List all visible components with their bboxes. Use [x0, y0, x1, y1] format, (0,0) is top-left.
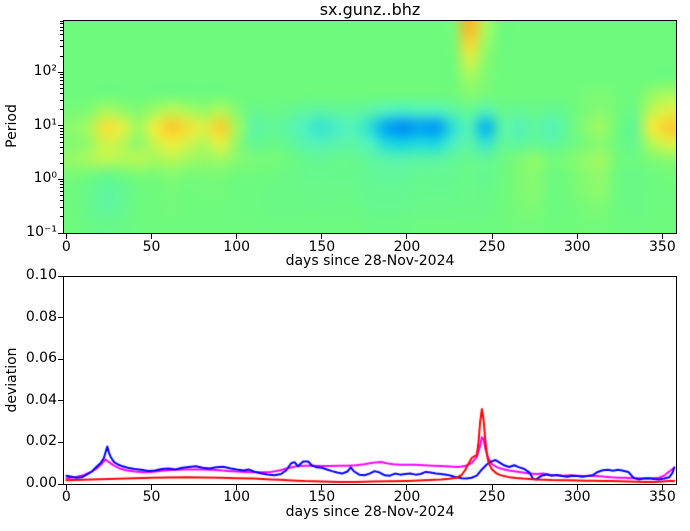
y-tick-label: 0.10 [25, 267, 57, 283]
x-tick [65, 485, 67, 490]
y-tick [58, 275, 63, 277]
y-minor-tick [60, 200, 63, 202]
x-tick-label: 350 [649, 239, 676, 255]
y-tick [58, 358, 63, 360]
y-minor-tick [60, 127, 63, 129]
x-tick [576, 234, 578, 239]
y-minor-tick [60, 181, 63, 183]
y-minor-tick [60, 190, 63, 192]
y-minor-tick [60, 162, 63, 164]
x-tick-label: 350 [649, 489, 676, 505]
chart-title: sx.gunz..bhz [319, 0, 421, 19]
y-minor-tick [60, 23, 63, 25]
y-tick-label: 10⁰ [33, 170, 57, 187]
x-tick [321, 485, 323, 490]
x-tick-label: 250 [478, 489, 506, 505]
y-tick [58, 483, 63, 485]
x-tick-label: 100 [223, 489, 251, 505]
line-chart-canvas [64, 277, 676, 484]
x-tick [491, 234, 493, 239]
x-tick [321, 234, 323, 239]
bottom-axes-frame [63, 276, 677, 485]
y-tick-label: 0.06 [25, 350, 57, 367]
x-tick-label: 100 [223, 239, 251, 255]
y-tick-label: 0.00 [25, 475, 57, 491]
y-minor-tick [60, 80, 63, 82]
y-minor-tick [60, 30, 63, 32]
y-tick-label: 10⁻¹ [26, 224, 57, 240]
y-minor-tick [60, 87, 63, 89]
y-tick [58, 317, 63, 319]
x-tick [151, 234, 153, 239]
y-minor-tick [60, 99, 63, 101]
x-tick [406, 485, 408, 490]
y-tick [58, 71, 63, 73]
x-tick [406, 234, 408, 239]
x-tick [491, 485, 493, 490]
y-minor-tick [60, 26, 63, 28]
y-tick-label: 0.08 [25, 308, 57, 325]
x-axis-label-bottom: days since 28-Nov-2024 [285, 504, 455, 520]
heatmap-canvas [64, 21, 676, 233]
y-tick [58, 441, 63, 443]
y-minor-tick [60, 137, 63, 139]
y-minor-tick [60, 93, 63, 95]
top-axes-frame [63, 20, 677, 234]
y-minor-tick [60, 34, 63, 36]
x-tick [236, 485, 238, 490]
x-tick-label: 300 [563, 489, 591, 505]
y-minor-tick [60, 133, 63, 135]
y-minor-tick [60, 146, 63, 148]
x-tick-label: 150 [308, 239, 336, 255]
x-tick [65, 234, 67, 239]
y-tick [58, 178, 63, 180]
x-tick-label: 0 [61, 489, 71, 505]
y-minor-tick [60, 195, 63, 197]
x-tick-label: 0 [61, 239, 71, 255]
y-minor-tick [60, 39, 63, 41]
y-minor-tick [60, 206, 63, 208]
y-minor-tick [60, 184, 63, 186]
y-minor-tick [60, 77, 63, 79]
y-minor-tick [60, 83, 63, 85]
y-minor-tick [60, 130, 63, 132]
y-minor-tick [60, 216, 63, 218]
y-tick [58, 400, 63, 402]
y-tick [58, 232, 63, 234]
x-axis-label-top: days since 28-Nov-2024 [285, 253, 455, 269]
y-minor-tick [60, 46, 63, 48]
y-minor-tick [60, 55, 63, 57]
y-minor-tick [60, 187, 63, 189]
x-tick-label: 50 [142, 489, 161, 505]
x-tick [661, 234, 663, 239]
y-tick-label: 0.04 [25, 391, 57, 408]
y-tick-label: 10² [33, 63, 57, 80]
y-minor-tick [60, 74, 63, 76]
x-tick-label: 200 [393, 239, 421, 255]
x-tick-label: 50 [142, 239, 161, 255]
y-tick-label: 10¹ [33, 116, 57, 133]
x-tick-label: 250 [478, 239, 506, 255]
y-minor-tick [60, 153, 63, 155]
x-tick-label: 150 [308, 489, 336, 505]
x-tick-label: 200 [393, 489, 421, 505]
x-tick [151, 485, 153, 490]
x-tick [236, 234, 238, 239]
x-tick [661, 485, 663, 490]
y-tick-label: 0.02 [25, 433, 57, 450]
y-tick [58, 125, 63, 127]
y-minor-tick [60, 109, 63, 111]
x-tick-label: 300 [563, 239, 591, 255]
x-tick [576, 485, 578, 490]
y-minor-tick [60, 141, 63, 143]
y-minor-tick [60, 20, 63, 22]
